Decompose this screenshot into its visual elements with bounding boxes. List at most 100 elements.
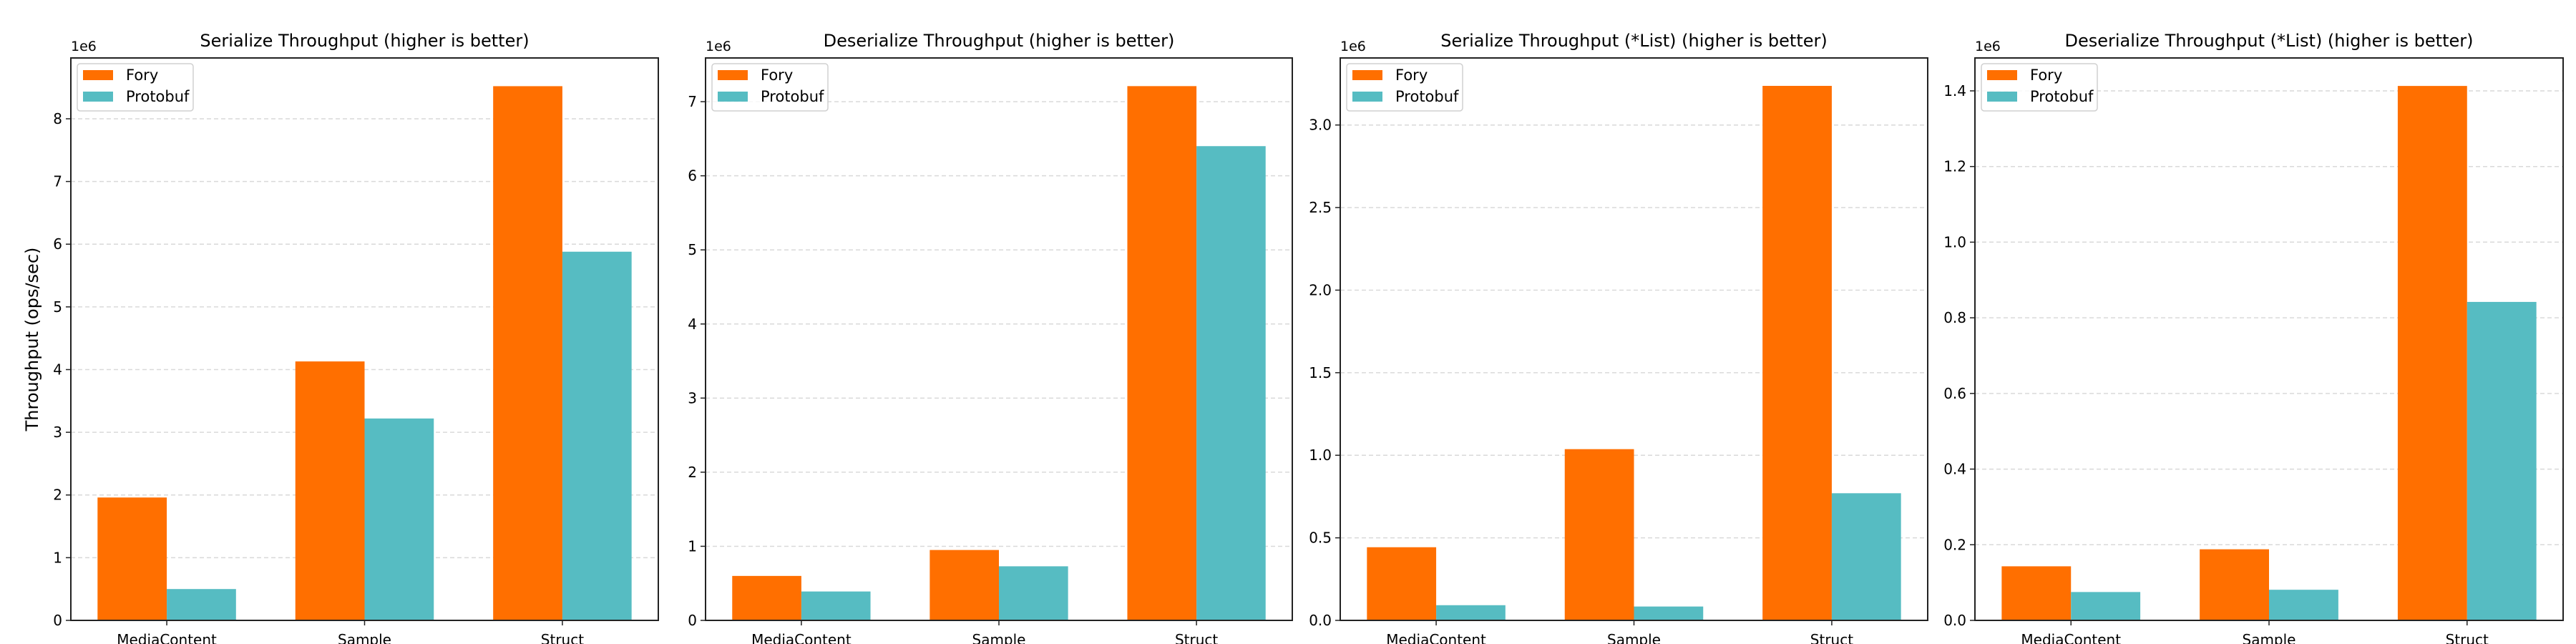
- y-tick-label: 1: [53, 549, 62, 566]
- y-tick-label: 7: [53, 173, 62, 190]
- chart-1: 0 1 2 3 4 5 6 7 8 MediaContent Sample Struct Seriali…: [22, 31, 659, 644]
- chart-title: Deserialize Throughput (higher is better…: [824, 31, 1175, 51]
- legend-label-fory: Fory: [2030, 67, 2062, 84]
- legend-label-fory: Fory: [761, 67, 793, 84]
- bar-protobuf-3: [562, 251, 632, 620]
- legend-label-protobuf: Protobuf: [2030, 88, 2094, 105]
- bar-protobuf-3: [1196, 146, 1266, 620]
- legend-label-protobuf: Protobuf: [1395, 88, 1459, 105]
- x-tick-label: StructList: [1810, 631, 1853, 644]
- bar-fory-3: [1762, 86, 1832, 620]
- y-tick-label: 0.8: [1943, 309, 1966, 326]
- bar-fory-1: [97, 497, 167, 620]
- legend-swatch-protobuf: [1987, 92, 2017, 102]
- legend-swatch-fory: [83, 70, 113, 80]
- y-tick-label: 4: [688, 316, 697, 333]
- y-tick-label: 4: [53, 361, 62, 378]
- y-tick-label: 1: [688, 537, 697, 555]
- chart-title: Deserialize Throughput (*List) (higher i…: [2065, 31, 2474, 51]
- x-tick-label: MediaContent: [751, 631, 852, 644]
- bar-protobuf-2: [1634, 606, 1704, 620]
- y-tick-label: 0.5: [1309, 530, 1332, 547]
- legend-swatch-protobuf: [718, 92, 748, 102]
- x-tick-label: Sample: [338, 631, 391, 644]
- legend-swatch-protobuf: [1352, 92, 1382, 102]
- y-offset-label: 1e6: [1340, 39, 1366, 54]
- y-tick-label: 3: [688, 389, 697, 406]
- y-tick-label: 6: [53, 235, 62, 253]
- legend-label-protobuf: Protobuf: [126, 88, 190, 105]
- x-tick-label: MediaContent: [117, 631, 217, 644]
- legend: Fory Protobuf: [77, 63, 194, 112]
- legend-label-fory: Fory: [126, 67, 158, 84]
- bar-fory-3: [1127, 86, 1197, 620]
- bar-fory-2: [1564, 449, 1634, 620]
- y-tick-label: 0.2: [1943, 536, 1966, 553]
- legend-swatch-protobuf: [83, 92, 113, 102]
- y-tick-label: 1.0: [1309, 447, 1332, 464]
- x-tick-label: Struct: [541, 631, 584, 644]
- y-tick-label: 1.5: [1309, 364, 1332, 381]
- bar-protobuf-1: [2071, 592, 2141, 620]
- bar-protobuf-1: [1436, 605, 1506, 620]
- bar-protobuf-3: [2467, 301, 2537, 620]
- bar-fory-2: [2200, 549, 2269, 620]
- y-tick-label: 0.0: [1309, 612, 1332, 629]
- legend-label-fory: Fory: [1395, 67, 1428, 84]
- bar-protobuf-2: [999, 566, 1068, 620]
- bar-fory-2: [930, 550, 999, 620]
- y-tick-label: 2: [688, 464, 697, 481]
- bar-protobuf-2: [2269, 590, 2338, 620]
- legend: Fory Protobuf: [711, 63, 829, 112]
- y-tick-label: 5: [688, 241, 697, 258]
- legend: Fory Protobuf: [1981, 63, 2098, 112]
- x-tick-label: MediaContentList: [1386, 631, 1486, 644]
- bar-fory-1: [1367, 547, 1437, 620]
- y-tick-label: 3: [53, 424, 62, 441]
- y-tick-label: 1.4: [1943, 82, 1966, 99]
- y-tick-label: 0: [53, 612, 62, 629]
- y-tick-label: 0.0: [1943, 612, 1966, 629]
- x-tick-label: SampleList: [2243, 631, 2296, 644]
- bar-fory-3: [493, 86, 562, 620]
- legend: Fory Protobuf: [1346, 63, 1463, 112]
- x-tick-label: SampleList: [1607, 631, 1661, 644]
- y-tick-label: 2: [53, 487, 62, 504]
- y-tick-label: 1.0: [1943, 233, 1966, 250]
- x-tick-label: Struct: [1175, 631, 1218, 644]
- chart-title: Serialize Throughput (higher is better): [200, 31, 529, 51]
- y-axis-label: Throughput (ops/sec): [22, 248, 42, 432]
- y-offset-label: 1e6: [1975, 39, 2001, 54]
- y-tick-label: 8: [53, 110, 62, 127]
- legend-swatch-fory: [1987, 70, 2017, 80]
- chart-title: Serialize Throughput (*List) (higher is …: [1440, 31, 1827, 51]
- y-tick-label: 0: [688, 612, 697, 629]
- y-tick-label: 0.6: [1943, 385, 1966, 402]
- x-tick-label: MediaContentList: [2021, 631, 2121, 644]
- bar-protobuf-2: [364, 418, 434, 620]
- x-tick-label: Sample: [972, 631, 1026, 644]
- bar-protobuf-3: [1831, 493, 1901, 620]
- bar-protobuf-1: [167, 589, 236, 620]
- chart-4: 0.0 0.2 0.4 0.6 0.8 1.0 1.2 1.4 MediaContentList…: [1943, 31, 2564, 644]
- y-offset-label: 1e6: [706, 39, 731, 54]
- y-tick-label: 5: [53, 298, 62, 316]
- legend-swatch-fory: [1352, 70, 1382, 80]
- y-tick-label: 0.4: [1943, 461, 1966, 478]
- legend-swatch-fory: [718, 70, 748, 80]
- bar-fory-1: [2001, 566, 2072, 620]
- bar-fory-2: [295, 361, 365, 620]
- legend-label-protobuf: Protobuf: [761, 88, 824, 105]
- y-tick-label: 2.5: [1309, 199, 1332, 216]
- y-tick-label: 6: [688, 167, 697, 185]
- y-tick-label: 1.2: [1943, 158, 1966, 175]
- y-tick-label: 3.0: [1309, 117, 1332, 134]
- y-tick-label: 2.0: [1309, 281, 1332, 298]
- chart-3: 0.0 0.5 1.0 1.5 2.0 2.5 3.0 MediaContentList Sam…: [1309, 31, 1928, 644]
- x-tick-label: StructList: [2446, 631, 2489, 644]
- y-tick-label: 7: [688, 93, 697, 110]
- y-offset-label: 1e6: [71, 39, 97, 54]
- bar-fory-1: [732, 575, 801, 620]
